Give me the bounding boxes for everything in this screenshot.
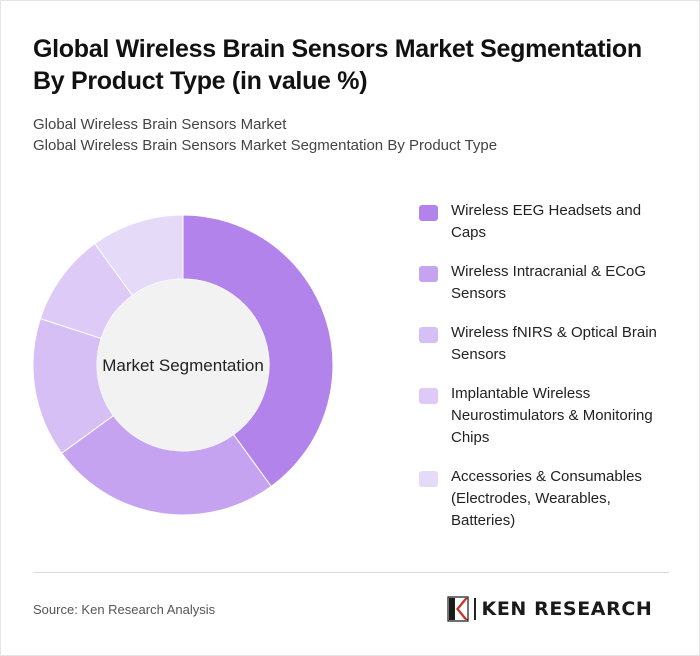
legend-label: Implantable Wireless Neurostimulators & … [451, 385, 653, 446]
chart-title: Global Wireless Brain Sensors Market Seg… [33, 35, 642, 95]
legend-item: Accessories & Consumables (Electrodes, W… [419, 466, 679, 532]
ken-research-logo: KEN RESEARCH [447, 596, 652, 622]
legend-label: Wireless EEG Headsets and Caps [451, 202, 642, 241]
legend-item: Implantable Wireless Neurostimulators & … [419, 383, 679, 449]
legend-swatch [419, 205, 438, 221]
logo-wordmark: KEN RESEARCH [481, 598, 653, 620]
legend-item: Wireless Intracranial & ECoG Sensors [419, 261, 679, 305]
legend: Wireless EEG Headsets and Caps Wireless I… [419, 200, 679, 549]
footer-divider [33, 572, 669, 573]
legend-swatch [419, 388, 438, 404]
donut-slices [32, 214, 334, 516]
subtitle-market: Global Wireless Brain Sensors Market [33, 116, 287, 133]
legend-item: Wireless EEG Headsets and Caps [419, 200, 679, 244]
subtitle-segmentation: Global Wireless Brain Sensors Market Seg… [33, 137, 498, 154]
donut-hole [97, 279, 269, 451]
legend-item: Wireless fNIRS & Optical Brain Sensors [419, 322, 679, 366]
logo-separator [474, 598, 476, 620]
legend-label: Wireless Intracranial & ECoG Sensors [451, 263, 647, 302]
legend-label: Wireless fNIRS & Optical Brain Sensors [451, 324, 657, 363]
donut-chart: Market Segmentation [32, 214, 334, 516]
legend-label: Accessories & Consumables (Electrodes, W… [451, 468, 642, 529]
legend-swatch [419, 471, 438, 487]
legend-swatch [419, 327, 438, 343]
subtitle-block: Global Wireless Brain Sensors Market Glo… [33, 114, 673, 156]
center-label: Market Segmentation [102, 356, 264, 375]
logo-mark-icon [447, 596, 469, 622]
source-note: Source: Ken Research Analysis [33, 602, 216, 617]
legend-swatch [419, 266, 438, 282]
